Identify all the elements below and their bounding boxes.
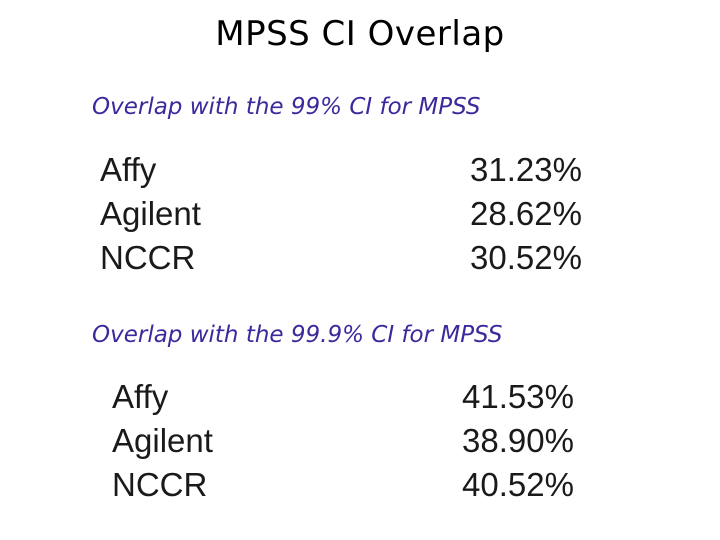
table-row: Agilent 38.90% [112, 419, 612, 463]
platform-name: NCCR [100, 239, 196, 276]
platform-name: Affy [100, 151, 157, 188]
overlap-value: 28.62% [470, 195, 582, 232]
platform-name: NCCR [112, 466, 208, 503]
overlap-table-99-9: Affy 41.53% Agilent 38.90% NCCR 40.52% [112, 375, 612, 507]
overlap-value: 38.90% [462, 422, 574, 459]
section-heading-99-9: Overlap with the 99.9% CI for MPSS [92, 322, 503, 348]
table-row: NCCR 30.52% [100, 236, 620, 280]
table-row: Affy 31.23% [100, 148, 620, 192]
section-heading-99: Overlap with the 99% CI for MPSS [92, 94, 481, 120]
overlap-value: 41.53% [462, 378, 574, 415]
table-row: Agilent 28.62% [100, 192, 620, 236]
overlap-value: 30.52% [470, 239, 582, 276]
overlap-value: 40.52% [462, 466, 574, 503]
platform-name: Agilent [112, 422, 213, 459]
overlap-table-99: Affy 31.23% Agilent 28.62% NCCR 30.52% [100, 148, 620, 280]
platform-name: Affy [112, 378, 169, 415]
slide-title: MPSS CI Overlap [215, 14, 505, 54]
platform-name: Agilent [100, 195, 201, 232]
table-row: Affy 41.53% [112, 375, 612, 419]
overlap-value: 31.23% [470, 151, 582, 188]
table-row: NCCR 40.52% [112, 463, 612, 507]
